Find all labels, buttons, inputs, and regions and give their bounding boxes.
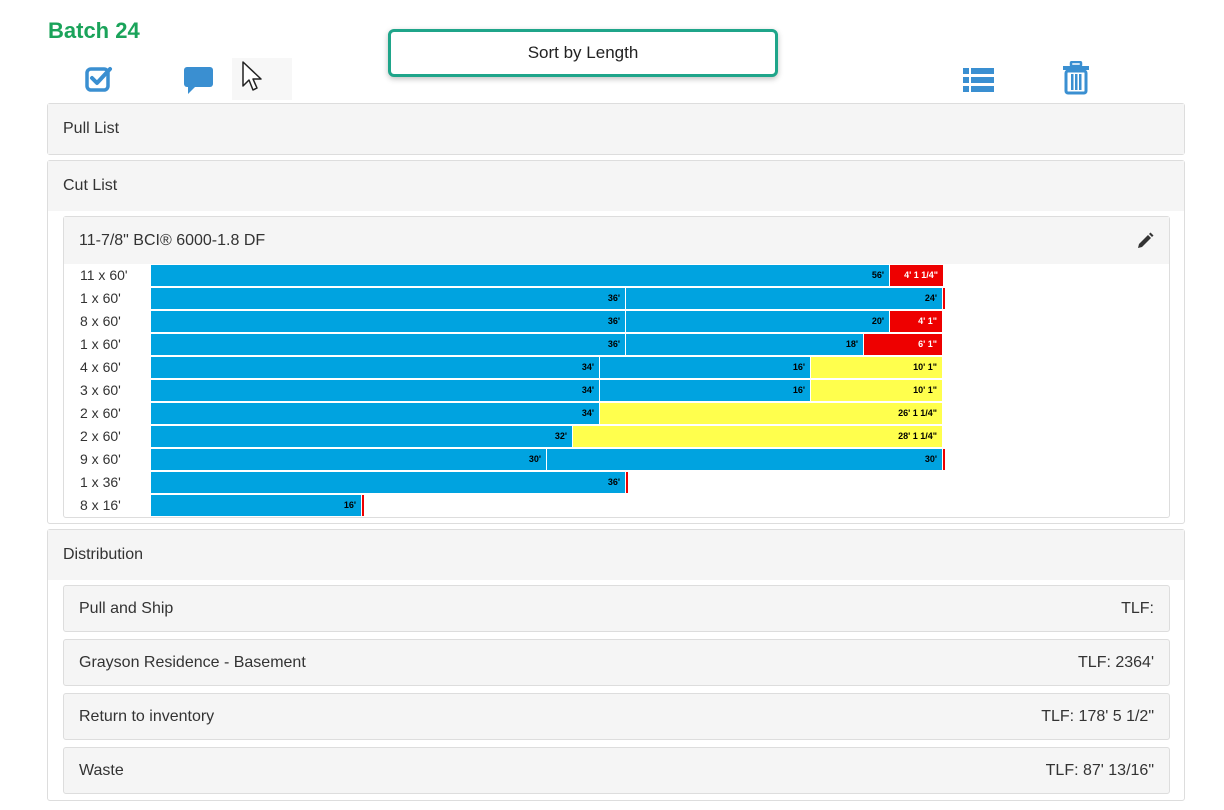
cut-row-label: 1 x 36'	[80, 474, 121, 490]
waste-segment	[943, 449, 945, 470]
cut-segment: 18'	[626, 334, 864, 355]
cut-segment: 36'	[151, 334, 626, 355]
distribution-item-tlf: TLF: 87' 13/16"	[1045, 761, 1154, 779]
mouse-cursor-icon	[242, 61, 262, 91]
return-segment: 26' 1 1/4"	[600, 403, 943, 424]
sort-tooltip: Sort by Length	[388, 29, 778, 77]
cut-segment: 24'	[626, 288, 943, 309]
cut-segment: 16'	[151, 495, 362, 516]
cut-segment: 20'	[626, 311, 890, 332]
cut-segment: 32'	[151, 426, 573, 447]
distribution-item-name: Grayson Residence - Basement	[79, 653, 306, 671]
pencil-icon[interactable]	[1136, 232, 1154, 250]
return-segment: 28' 1 1/4"	[573, 426, 943, 447]
list-icon[interactable]	[962, 65, 994, 95]
distribution-item-pull-and-ship[interactable]: Pull and Ship TLF:	[63, 585, 1170, 632]
cut-row-label: 8 x 60'	[80, 313, 121, 329]
waste-segment	[626, 472, 628, 493]
cut-segment: 36'	[151, 311, 626, 332]
distribution-item-name: Return to inventory	[79, 707, 215, 725]
distribution-item-name: Waste	[79, 761, 124, 779]
checkbox-icon[interactable]	[84, 64, 114, 94]
cut-row-label: 1 x 60'	[80, 336, 121, 352]
return-segment: 10' 1"	[811, 357, 943, 378]
distribution-item-grayson-residence[interactable]: Grayson Residence - Basement TLF: 2364'	[63, 639, 1170, 686]
distribution-item-tlf: TLF: 178' 5 1/2"	[1041, 707, 1154, 725]
cut-segment: 16'	[600, 357, 811, 378]
comment-icon[interactable]	[182, 64, 214, 96]
cut-row-label: 3 x 60'	[80, 382, 121, 398]
trash-icon[interactable]	[1061, 61, 1091, 95]
waste-segment: 4' 1"	[890, 311, 943, 332]
distribution-item-waste[interactable]: Waste TLF: 87' 13/16"	[63, 747, 1170, 794]
cut-row-label: 4 x 60'	[80, 359, 121, 375]
cursor-highlight	[232, 58, 292, 100]
cut-segment: 30'	[547, 449, 943, 470]
waste-segment	[362, 495, 364, 516]
waste-segment: 4' 1 1/4"	[890, 265, 944, 286]
cut-row-label: 2 x 60'	[80, 428, 121, 444]
cut-segment: 34'	[151, 403, 600, 424]
batch-title: Batch 24	[48, 18, 140, 43]
cut-row-label: 1 x 60'	[80, 290, 121, 306]
cut-segment: 36'	[151, 472, 626, 493]
cut-segment: 16'	[600, 380, 811, 401]
distribution-item-tlf: TLF:	[1121, 599, 1154, 617]
waste-segment	[943, 288, 945, 309]
material-name: 11-7/8" BCI® 6000-1.8 DF	[79, 231, 266, 249]
distribution-item-name: Pull and Ship	[79, 599, 174, 617]
distribution-item-tlf: TLF: 2364'	[1078, 653, 1154, 671]
distribution-header[interactable]: Distribution	[48, 530, 1184, 580]
cut-row-label: 2 x 60'	[80, 405, 121, 421]
cut-segment: 30'	[151, 449, 547, 470]
cut-segment: 34'	[151, 380, 600, 401]
cut-segment: 34'	[151, 357, 600, 378]
cut-list-header[interactable]: Cut List	[48, 161, 1184, 211]
cut-segment: 36'	[151, 288, 626, 309]
distribution-item-return-to-inventory[interactable]: Return to inventory TLF: 178' 5 1/2"	[63, 693, 1170, 740]
pull-list-header[interactable]: Pull List	[48, 104, 1184, 154]
cut-row-label: 8 x 16'	[80, 497, 121, 513]
cut-row-label: 9 x 60'	[80, 451, 121, 467]
return-segment: 10' 1"	[811, 380, 943, 401]
waste-segment: 6' 1"	[864, 334, 943, 355]
pull-list-panel[interactable]: Pull List	[47, 103, 1185, 155]
cut-segment: 56'	[151, 265, 890, 286]
cut-row-label: 11 x 60'	[80, 267, 128, 283]
material-header[interactable]: 11-7/8" BCI® 6000-1.8 DF	[64, 217, 1169, 264]
